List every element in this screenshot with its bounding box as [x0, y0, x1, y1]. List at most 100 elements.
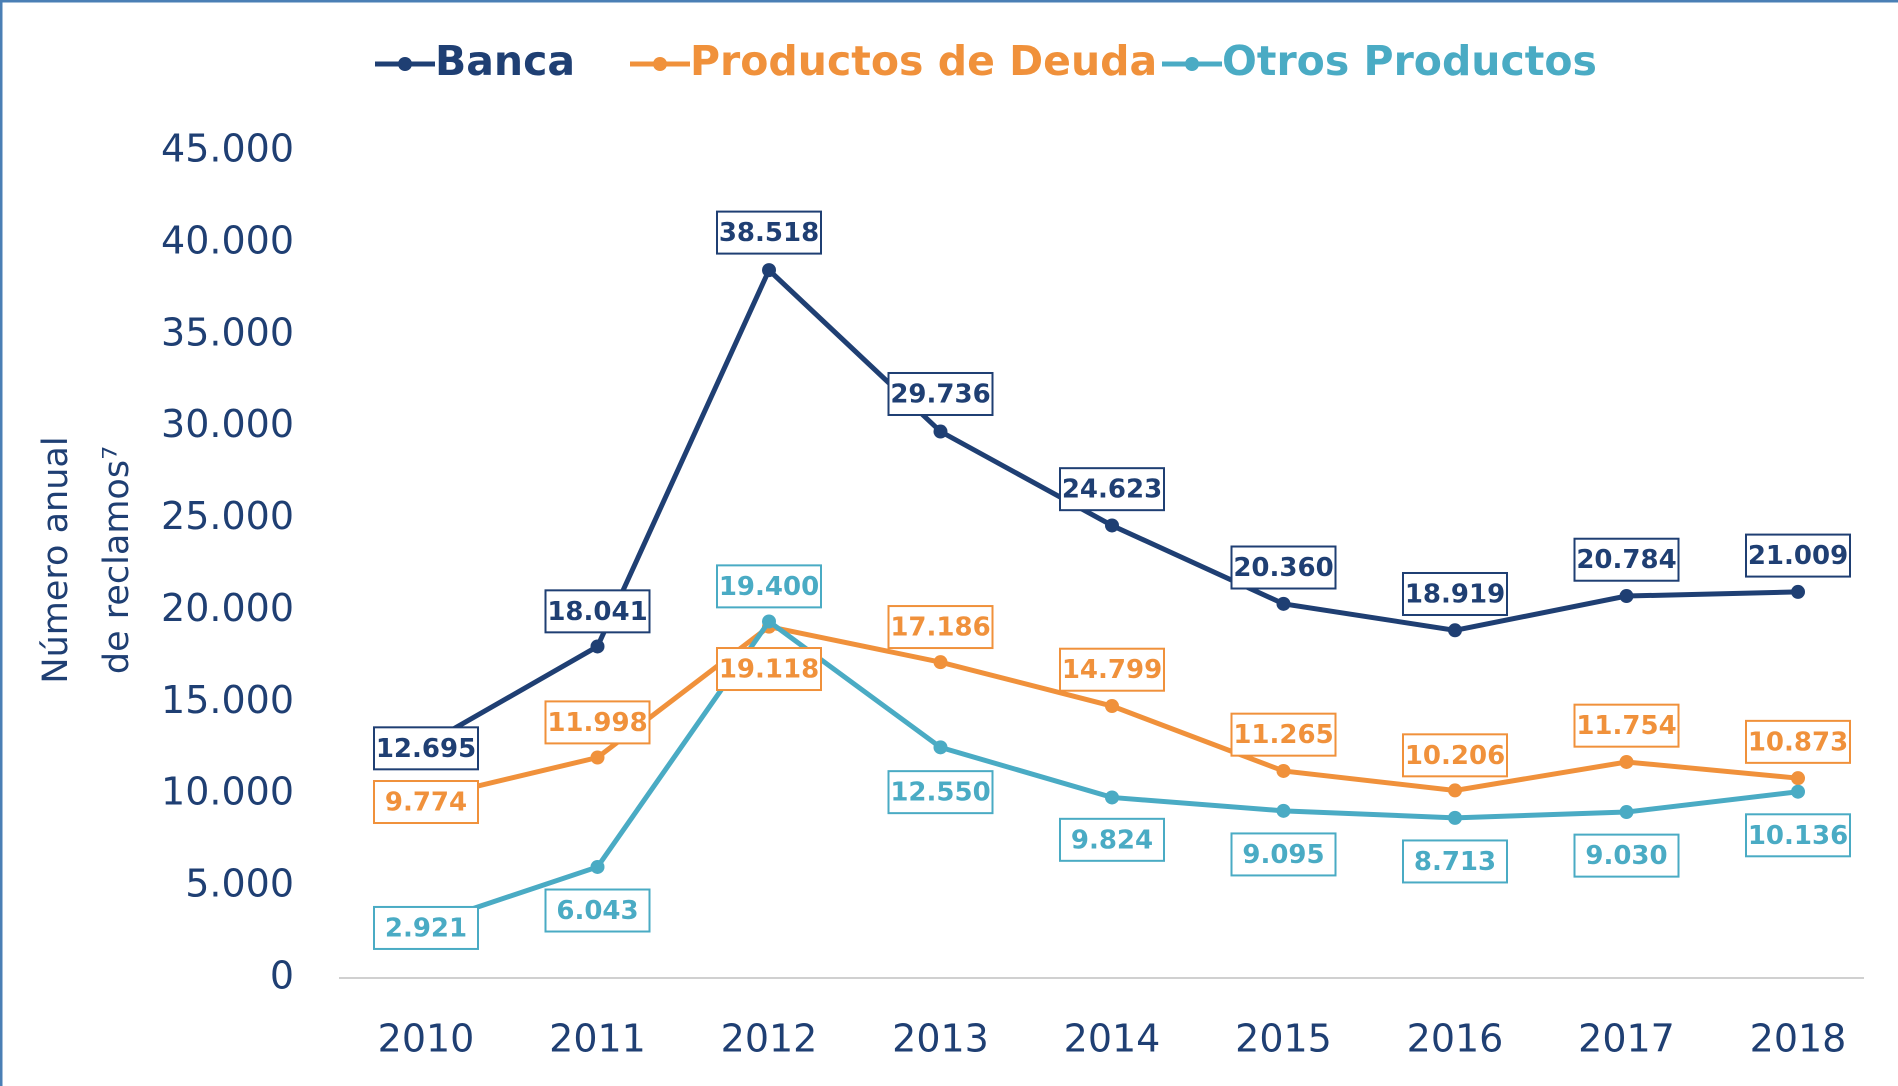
data-label: 11.754	[1576, 711, 1676, 741]
legend-label: Productos de Deuda	[690, 37, 1157, 85]
data-label: 12.695	[376, 734, 476, 764]
y-tick-label: 35.000	[161, 310, 294, 354]
data-point	[1276, 803, 1291, 818]
x-tick-label: 2014	[1064, 1017, 1161, 1061]
legend-dot	[1185, 57, 1199, 71]
legend-dot	[653, 57, 667, 71]
data-point	[1105, 790, 1119, 805]
y-tick-label: 20.000	[161, 586, 294, 630]
data-label: 11.265	[1233, 720, 1333, 750]
data-label-box	[1402, 839, 1508, 884]
data-point	[1105, 518, 1119, 533]
data-label-box	[1230, 712, 1337, 757]
data-label-box	[373, 905, 479, 950]
data-label: 11.998	[547, 708, 647, 738]
data-label: 20.784	[1576, 545, 1676, 575]
data-label-box	[1230, 545, 1337, 590]
data-point	[1619, 754, 1634, 769]
data-point	[933, 740, 948, 755]
data-point	[1791, 771, 1805, 786]
data-label-box	[1402, 571, 1508, 616]
data-label-box	[1745, 719, 1851, 764]
data-point	[1276, 763, 1291, 778]
legend-label: Otros Productos	[1222, 37, 1597, 85]
data-label-box	[1230, 832, 1337, 877]
y-tick-label: 45.000	[161, 127, 294, 171]
y-tick-label: 30.000	[161, 402, 294, 446]
data-label-box	[1059, 817, 1165, 862]
legend-dot	[398, 57, 412, 71]
data-label: 20.360	[1233, 553, 1333, 583]
data-point	[590, 750, 605, 765]
data-point	[1105, 699, 1119, 714]
data-label-box	[1059, 647, 1165, 692]
data-point	[1276, 596, 1291, 611]
data-point	[1448, 623, 1462, 638]
data-label-box	[1573, 537, 1680, 582]
data-point	[1448, 783, 1462, 798]
data-label-box	[1745, 533, 1851, 578]
data-label: 6.043	[556, 896, 638, 926]
data-point	[590, 859, 605, 874]
data-label-box	[1573, 833, 1680, 878]
data-label-box	[716, 647, 822, 692]
data-point	[590, 639, 605, 654]
data-label-box	[544, 589, 651, 634]
data-label: 18.919	[1405, 579, 1505, 609]
data-label: 38.518	[719, 218, 819, 248]
data-label-box	[544, 888, 651, 933]
data-label-box	[887, 770, 994, 815]
data-label: 9.824	[1071, 825, 1153, 855]
data-point	[762, 263, 776, 278]
data-label-box	[1402, 733, 1508, 778]
y-axis-label: Número anual	[36, 436, 76, 683]
x-tick-label: 2012	[721, 1017, 818, 1061]
data-label: 9.030	[1585, 841, 1667, 871]
data-label: 29.736	[890, 379, 990, 409]
data-point	[1619, 805, 1634, 820]
data-point	[1791, 784, 1805, 799]
data-point	[1791, 584, 1805, 599]
x-tick-label: 2010	[378, 1017, 475, 1061]
y-axis-label: de reclamos⁷	[97, 446, 137, 674]
data-label: 12.550	[890, 778, 990, 808]
data-label: 24.623	[1062, 475, 1162, 505]
data-label-box	[716, 564, 822, 609]
data-label-box	[887, 371, 994, 416]
data-label-box	[544, 700, 651, 745]
data-point	[1619, 589, 1634, 604]
data-label-box	[373, 726, 479, 771]
y-tick-label: 40.000	[161, 218, 294, 262]
data-label-box	[373, 780, 479, 825]
x-tick-label: 2015	[1235, 1017, 1332, 1061]
x-tick-label: 2011	[549, 1017, 646, 1061]
data-label: 18.041	[547, 597, 647, 627]
data-label: 9.095	[1242, 840, 1324, 870]
data-label-box	[887, 605, 994, 650]
data-label: 10.206	[1405, 741, 1505, 771]
data-point	[933, 655, 948, 670]
data-label: 19.400	[719, 572, 819, 602]
y-tick-label: 25.000	[161, 494, 294, 538]
data-label-box	[1573, 703, 1680, 748]
data-point	[933, 424, 948, 439]
data-label: 14.799	[1062, 655, 1162, 685]
data-label: 17.186	[890, 613, 990, 643]
x-tick-label: 2018	[1750, 1017, 1847, 1061]
data-label: 19.118	[719, 655, 819, 685]
legend-label: Banca	[435, 37, 575, 85]
y-tick-label: 15.000	[161, 678, 294, 722]
data-label: 21.009	[1748, 541, 1848, 571]
x-tick-label: 2013	[892, 1017, 989, 1061]
y-tick-label: 5.000	[185, 862, 294, 906]
y-tick-label: 0	[270, 954, 294, 998]
x-tick-label: 2016	[1407, 1017, 1504, 1061]
y-tick-label: 10.000	[161, 770, 294, 814]
data-label: 2.921	[385, 913, 467, 943]
data-label: 10.136	[1748, 821, 1848, 851]
x-tick-label: 2017	[1578, 1017, 1675, 1061]
data-label-box	[1745, 813, 1851, 858]
data-point	[1448, 810, 1462, 825]
data-label-box	[1059, 467, 1165, 512]
